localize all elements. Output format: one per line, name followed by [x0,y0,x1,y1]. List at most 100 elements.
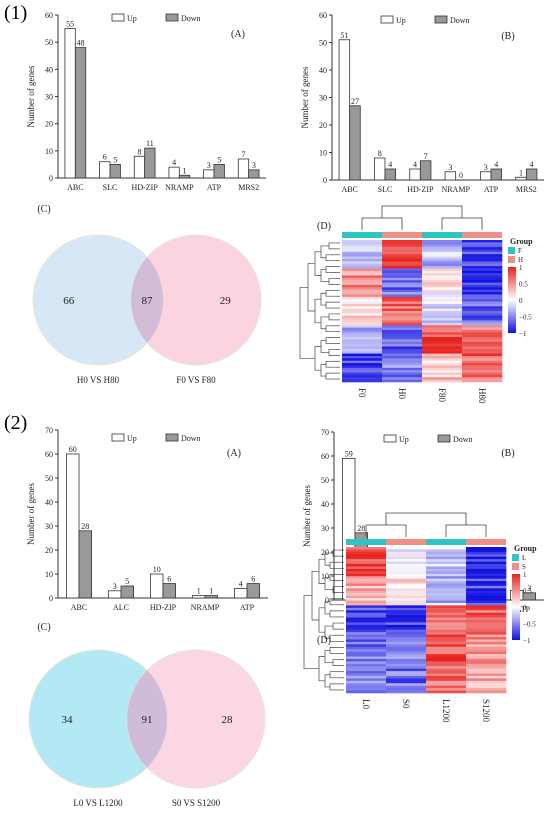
s2D-cell [466,549,507,553]
s1D-cell [422,294,463,298]
s1B-value-label-up-abc: 51 [340,31,348,40]
s1D-cell [342,348,383,352]
s2D-cell [426,554,467,558]
s2A-bar-down-hd-zip [162,583,177,599]
s2D-cell [466,634,507,638]
s1D-cell [342,346,383,350]
s2D-cell [346,581,387,584]
s2A-category-atp: ATP [240,603,255,612]
s1D-cell [462,287,503,290]
s2D-cell [466,663,507,667]
s2D-cell [346,561,387,565]
s2D-cell [346,690,387,694]
s1D-cell [342,311,383,314]
s1A-legend-label-down: Down [181,14,201,23]
s1D-row-dendro-branch [314,346,321,371]
s2D-cell [426,651,467,655]
s2D-col-dendro-left [365,524,407,537]
s2D-cell [426,627,467,631]
s1B-ytick-label-40: 40 [319,66,327,75]
s1D-cell [382,251,423,255]
s1D-cell [422,277,463,281]
s1D-cell [422,242,463,246]
s2D-cell [346,646,387,650]
s2D-scale-tick-2: 0 [523,604,527,612]
s1D-cell [342,374,383,378]
s1D-cell [422,325,463,328]
s2D-cell [346,654,387,657]
s2D-cell [426,564,467,567]
s2A-bar-down-nramp [204,595,219,599]
s2D-cell [346,685,387,689]
s2D-cell [426,673,467,677]
s1A-value-label-up-abc: 55 [66,20,74,29]
s1D-cell [382,244,423,248]
s1D-row-dendro-branch [325,266,333,273]
s2D-cell [466,612,507,616]
s2D-row-dendro-branch [329,647,337,654]
s2D-cell [466,622,507,626]
s2A-value-label-down-nramp: 1 [209,587,213,596]
s2D-cell [386,585,427,589]
s1D-cell [342,377,383,380]
s2D-cell [426,615,467,618]
s1A-bar-up-nramp [168,166,180,179]
s1D-cell [342,315,383,319]
s1D-cell [422,256,463,260]
s1D-cell [382,374,423,378]
s2D-cell [386,556,427,560]
s2D-cell [386,646,427,650]
s1D-cell [462,365,503,369]
s1D-cell [382,327,423,331]
s1D-cell [342,270,383,274]
s2B-ytick-label-20: 20 [321,548,329,557]
s1A-ytick-label-30: 30 [45,93,53,102]
s2D-group-bar-l1200 [426,539,466,545]
s1D-cell [422,346,463,350]
s1C-count-right: 29 [220,295,232,307]
s2D-cell [466,617,507,621]
s1B-value-label-down-nramp: 0 [459,171,463,180]
s1D-cell [422,322,463,326]
s2D-cell [346,600,387,604]
s1D-cell [422,365,463,369]
s2D-cell [426,639,467,643]
s1D-cell [382,334,423,338]
s2D-cell [466,685,507,689]
s2D-cell [466,585,507,589]
s2A-value-label-down-atp: 6 [251,575,255,584]
s1D-cell [422,358,463,361]
s1D-cell [382,294,423,298]
s1D-cell [382,284,423,288]
s1B-bar-up-mrs2 [515,176,527,181]
s1D-scale-tick-3: −0.5 [519,314,532,322]
s1D-cell [342,372,383,376]
s2C-set-label-right: S0 VS S1200 [172,798,221,808]
s1D-cell [342,308,383,312]
s1D-cell [382,301,423,305]
s1D-cell [382,277,423,281]
s2D-cell [386,590,427,594]
s2D-cell [466,578,507,582]
s2D-cell [466,615,507,618]
s2A-category-alc: ALC [113,603,129,612]
s2D-cell [346,593,387,596]
s2D-cell [386,605,427,609]
s2D-cell [346,678,387,682]
s1D-cell [342,339,383,343]
s2D-cell [346,585,387,589]
s1A-value-label-up-mrs2: 7 [241,150,245,159]
s2D-color-scale-bar [512,574,520,640]
s2B-ytick-label-40: 40 [321,500,329,509]
s2D-cell [386,549,427,553]
s2A-value-label-up-atp: 4 [239,579,243,588]
s1D-cell [422,289,463,293]
s2D-cell [386,622,427,626]
s2D-cell [386,671,427,674]
s1D-cell [422,244,463,248]
s2D-cell [386,559,427,562]
s1B-bar-up-slc [373,157,386,181]
s1D-cell [382,263,423,267]
s2D-cell [466,588,507,592]
s1D-row-dendro-branch [325,372,333,380]
